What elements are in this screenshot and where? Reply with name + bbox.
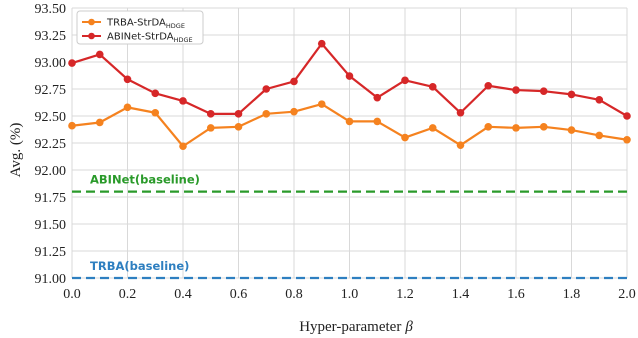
- data-point: [95, 50, 104, 59]
- data-point: [179, 97, 187, 105]
- data-point: [95, 118, 104, 127]
- x-tick-label: 1.0: [341, 287, 359, 302]
- data-point: [567, 126, 576, 134]
- x-tick-label: 0.4: [174, 287, 192, 302]
- y-tick-label: 93.25: [35, 29, 67, 44]
- legend-label: ABINet-StrDAHDGE: [107, 32, 193, 45]
- data-point: [539, 123, 548, 131]
- legend-label-name: TRBA-StrDA: [106, 18, 166, 29]
- x-axis-title-text: Hyper-parameter: [299, 319, 401, 335]
- legend-label: TRBA-StrDAHDGE: [106, 18, 185, 31]
- data-point: [345, 72, 354, 80]
- data-point: [290, 77, 298, 86]
- data-point: [206, 124, 215, 132]
- legend-label-name: ABINet-StrDA: [107, 32, 174, 43]
- data-point: [401, 133, 409, 142]
- y-tick-label: 93.50: [35, 2, 67, 17]
- data-point: [428, 124, 437, 132]
- y-tick-label: 93.00: [35, 56, 67, 71]
- y-tick-label: 91.75: [35, 191, 67, 206]
- legend-label-subscript: HDGE: [166, 22, 185, 30]
- data-point: [151, 89, 160, 98]
- y-tick-label: 92.50: [35, 110, 67, 125]
- data-point: [123, 103, 132, 112]
- y-tick-label: 92.75: [35, 83, 67, 98]
- data-point: [206, 110, 215, 118]
- x-tick-label: 1.4: [452, 287, 470, 302]
- data-point: [68, 121, 76, 130]
- series: [68, 39, 631, 120]
- x-tick-label: 0.8: [285, 287, 303, 302]
- data-point: [179, 142, 187, 151]
- y-axis-title: Avg. (%): [8, 123, 24, 178]
- y-tick-label: 91.25: [35, 245, 67, 260]
- legend-swatch-marker: [88, 32, 95, 40]
- series-group: [68, 39, 631, 151]
- y-tick-label: 92.25: [35, 137, 67, 152]
- data-point: [317, 100, 326, 108]
- data-point: [623, 112, 631, 120]
- x-tick-label: 1.2: [396, 287, 414, 302]
- x-tick-label: 0.0: [63, 287, 81, 302]
- data-point: [151, 108, 160, 117]
- data-point: [567, 90, 576, 99]
- data-point: [595, 131, 604, 140]
- x-tick-label: 2.0: [618, 287, 636, 302]
- data-point: [290, 107, 298, 116]
- data-point: [456, 108, 465, 117]
- baseline-label: ABINet(baseline): [90, 173, 200, 187]
- data-point: [512, 124, 520, 132]
- data-point: [262, 110, 271, 118]
- x-axis-title-symbol: β: [404, 319, 413, 335]
- legend-label-subscript: HDGE: [174, 36, 193, 44]
- series: [68, 100, 631, 151]
- x-tick-label: 1.6: [507, 287, 525, 302]
- data-point: [345, 117, 354, 126]
- data-point: [234, 123, 243, 131]
- y-tick-label: 91.00: [35, 272, 67, 287]
- data-point: [456, 141, 465, 149]
- data-point: [595, 96, 604, 104]
- x-tick-label: 0.2: [119, 287, 137, 302]
- x-axis-title: Hyper-parameter β: [299, 319, 413, 335]
- x-tick-label: 0.6: [230, 287, 248, 302]
- data-point: [373, 117, 382, 126]
- baseline-label: TRBA(baseline): [90, 259, 189, 273]
- data-point: [373, 93, 382, 102]
- x-tick-label: 1.8: [563, 287, 581, 302]
- data-point: [123, 75, 132, 84]
- data-point: [317, 39, 326, 48]
- y-tick-labels: 91.00 91.25 91.50 91.75 92.00 92.25 92.50 92.75…: [35, 2, 67, 287]
- data-point: [512, 86, 520, 94]
- baselines: ABINet(baseline) TRBA(baseline): [72, 173, 627, 280]
- legend-box: [76, 10, 204, 45]
- data-point: [623, 135, 631, 144]
- data-point: [234, 110, 243, 118]
- y-tick-label: 91.50: [35, 218, 67, 233]
- data-point: [401, 76, 409, 85]
- data-point: [484, 81, 493, 90]
- data-point: [484, 123, 493, 131]
- data-point: [262, 85, 271, 93]
- data-point: [428, 83, 437, 91]
- x-tick-labels: 0.0 0.2 0.4 0.6 0.8 1.0 1.2 1.4 1.6 1.8 2.0: [63, 287, 636, 302]
- data-point: [539, 87, 548, 95]
- legend-swatch-marker: [88, 18, 95, 26]
- y-tick-label: 92.00: [35, 164, 67, 179]
- data-point: [68, 59, 76, 67]
